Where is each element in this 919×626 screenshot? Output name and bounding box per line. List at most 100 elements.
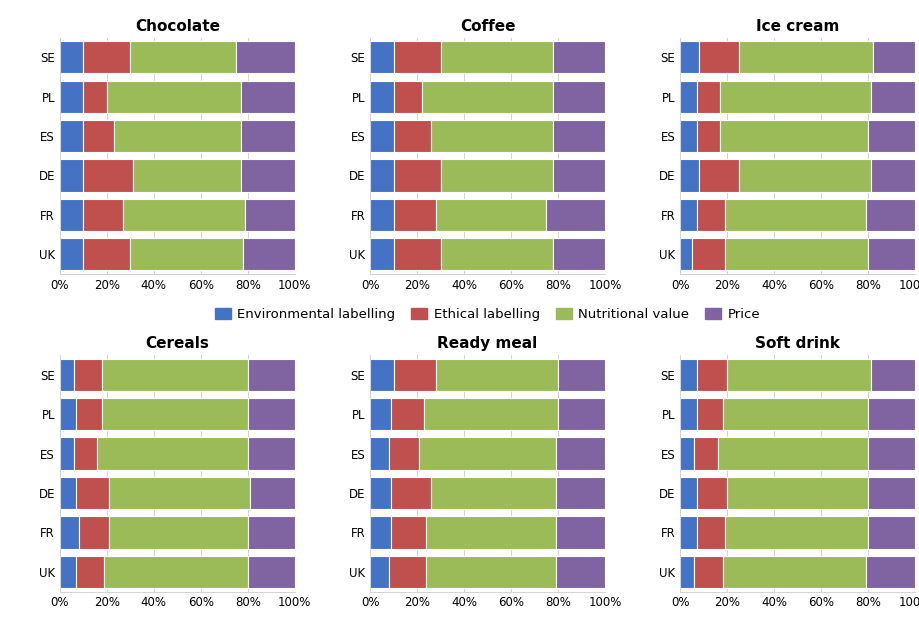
Bar [109,516,247,548]
Bar [247,438,294,470]
Bar [84,160,132,192]
Bar [721,398,868,431]
Bar [369,438,389,470]
Bar [426,516,555,548]
Bar [369,198,393,231]
Bar [440,41,553,73]
Bar [241,120,294,152]
Bar [680,41,698,73]
Bar [369,120,393,152]
Bar [738,160,869,192]
Bar [241,160,294,192]
Bar [868,398,914,431]
Bar [130,41,236,73]
Bar [369,359,393,391]
Bar [247,516,294,548]
Bar [369,81,393,113]
Bar [868,120,914,152]
Bar [250,477,294,509]
Bar [369,477,391,509]
Bar [391,516,426,548]
Bar [680,120,696,152]
Bar [694,556,721,588]
Bar [694,438,717,470]
Bar [738,41,872,73]
Bar [431,120,553,152]
Bar [84,198,123,231]
Bar [60,198,84,231]
Bar [546,198,605,231]
Bar [393,238,440,270]
Bar [60,477,76,509]
Bar [424,398,558,431]
Bar [76,398,102,431]
Bar [691,238,724,270]
Bar [60,556,76,588]
Bar [717,438,868,470]
Bar [553,81,605,113]
Bar [107,81,241,113]
Bar [393,81,421,113]
Bar [869,359,914,391]
Bar [696,198,724,231]
Title: Chocolate: Chocolate [135,19,220,34]
Bar [84,81,107,113]
Bar [60,398,76,431]
Bar [553,120,605,152]
Bar [393,198,436,231]
Bar [60,238,84,270]
Bar [132,160,241,192]
Bar [393,160,440,192]
Bar [869,81,914,113]
Bar [724,238,868,270]
Bar [553,160,605,192]
Bar [60,41,84,73]
Bar [74,359,102,391]
Bar [696,81,720,113]
Bar [421,81,553,113]
Bar [393,120,431,152]
Title: Cereals: Cereals [145,336,209,351]
Bar [369,41,393,73]
Bar [680,556,694,588]
Bar [436,198,546,231]
Bar [727,477,868,509]
Title: Coffee: Coffee [460,19,515,34]
Bar [865,198,914,231]
Bar [698,41,738,73]
Bar [431,477,555,509]
Bar [727,359,869,391]
Bar [555,556,605,588]
Bar [60,516,78,548]
Bar [698,160,738,192]
Bar [680,516,696,548]
Bar [680,81,696,113]
Bar [696,516,724,548]
Bar [84,41,130,73]
Bar [243,238,294,270]
Bar [97,438,247,470]
Bar [123,198,245,231]
Bar [60,120,84,152]
Bar [696,120,720,152]
Bar [553,238,605,270]
Bar [436,359,558,391]
Bar [680,398,696,431]
Bar [426,556,555,588]
Bar [721,556,865,588]
Bar [389,438,419,470]
Bar [393,41,440,73]
Bar [558,398,605,431]
Bar [76,556,105,588]
Bar [109,477,250,509]
Bar [868,238,914,270]
Bar [419,438,555,470]
Bar [680,477,696,509]
Bar [440,238,553,270]
Bar [720,81,869,113]
Bar [130,238,243,270]
Bar [102,398,247,431]
Bar [60,438,74,470]
Bar [60,160,84,192]
Bar [389,556,426,588]
